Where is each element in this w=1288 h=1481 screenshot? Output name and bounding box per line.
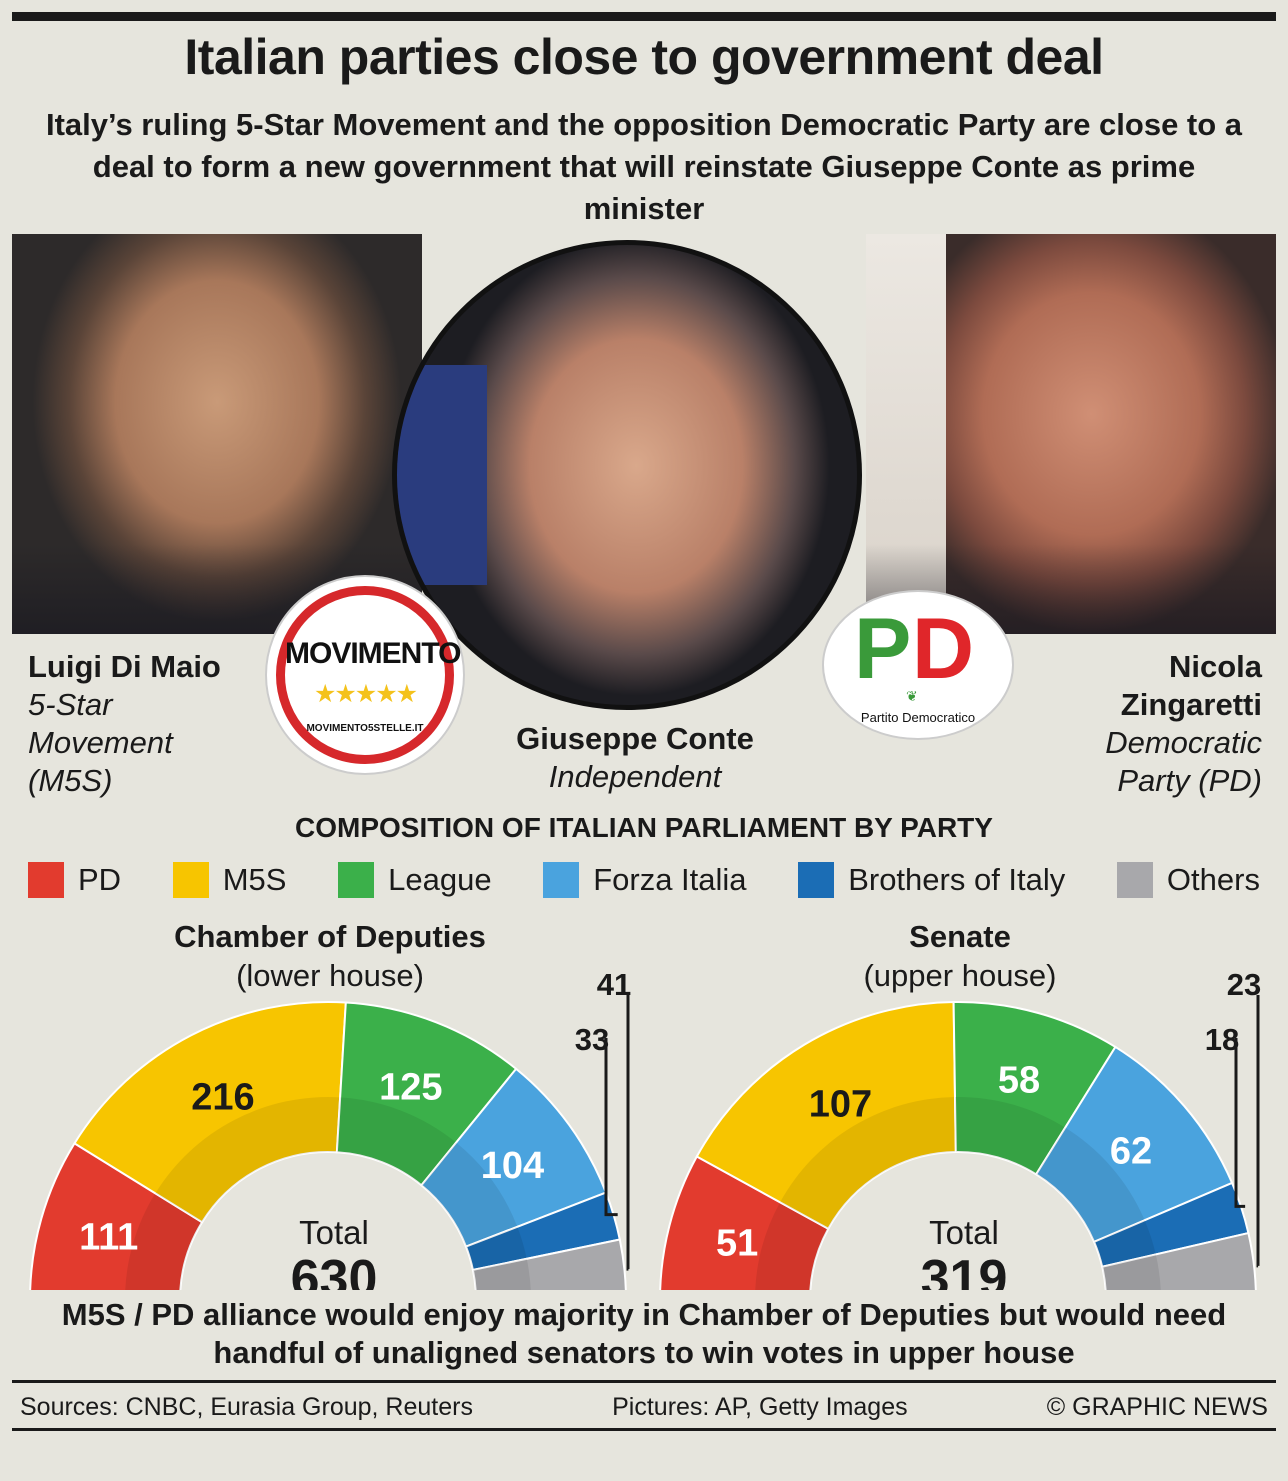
copyright-credit: © GRAPHIC NEWS xyxy=(1046,1392,1268,1421)
conclusion: M5S / PD alliance would enjoy majority i… xyxy=(61,1297,1227,1370)
outside-label: 33 xyxy=(575,1022,609,1057)
segment-m5s xyxy=(695,1001,957,1231)
legend-swatch xyxy=(543,862,580,898)
caption-zingaretti: Nicola Zingaretti Democratic Party (PD) xyxy=(1105,648,1262,800)
person-party: Party (PD) xyxy=(1117,763,1262,798)
segment-label: 111 xyxy=(79,1217,138,1259)
footer: Sources: CNBC, Eurasia Group, Reuters Pi… xyxy=(20,1387,1268,1427)
person-party: Movement xyxy=(28,725,173,760)
segment-label: 125 xyxy=(379,1067,442,1109)
headline: Italian parties close to government deal xyxy=(184,29,1104,85)
total-value: 319 xyxy=(921,1250,1008,1290)
legend-item-league: League xyxy=(338,862,492,898)
segment-label: 51 xyxy=(716,1222,758,1264)
person-name: Zingaretti xyxy=(1120,687,1262,722)
chamber-note: (lower house) xyxy=(236,958,424,993)
senate-title: Senate (upper house) xyxy=(750,918,1170,996)
segment-shade xyxy=(125,1193,203,1290)
bottom-rule xyxy=(12,1428,1276,1431)
segment-m5s xyxy=(73,1001,347,1224)
chamber-name: Chamber of Deputies xyxy=(174,919,486,954)
segment-label: 107 xyxy=(809,1084,872,1126)
legend-item-forza-italia: Forza Italia xyxy=(543,862,747,898)
legend-item-pd: PD xyxy=(28,862,121,898)
photo-luigi-di-maio xyxy=(12,234,422,634)
segment-others xyxy=(471,1238,627,1290)
person-party: 5-Star xyxy=(28,687,113,722)
caption-di-maio: Luigi Di Maio 5-Star Movement (M5S) xyxy=(28,648,221,800)
legend-item-others: Others xyxy=(1116,862,1260,898)
outside-label: 41 xyxy=(597,967,631,1002)
senate-name: Senate xyxy=(909,919,1011,954)
photo-nicola-zingaretti xyxy=(866,234,1276,634)
total-label: Total xyxy=(929,1214,999,1251)
outside-label: 23 xyxy=(1227,967,1261,1002)
footer-rule xyxy=(12,1380,1276,1383)
person-name: Luigi Di Maio xyxy=(28,649,221,684)
photo-band xyxy=(12,234,1276,634)
segment-shade xyxy=(466,1226,527,1270)
legend-swatch xyxy=(28,862,64,898)
legend-item-m5s: M5S xyxy=(172,862,286,898)
segment-shade xyxy=(780,1097,956,1229)
legend-swatch xyxy=(172,862,209,898)
segment-shade xyxy=(421,1142,518,1247)
segment-shade xyxy=(1094,1220,1156,1267)
segment-shade xyxy=(1036,1127,1145,1242)
segment-label: 104 xyxy=(481,1145,544,1187)
legend: PD M5S League Forza Italia Brothers of I… xyxy=(28,860,1260,900)
segment-label: 216 xyxy=(191,1077,254,1119)
chamber-title: Chamber of Deputies (lower house) xyxy=(120,918,540,996)
pictures-credit: Pictures: AP, Getty Images xyxy=(612,1392,908,1421)
person-name: Giuseppe Conte xyxy=(516,721,754,756)
sources-credit: Sources: CNBC, Eurasia Group, Reuters xyxy=(20,1392,473,1421)
photo-giuseppe-conte xyxy=(392,240,862,710)
segment-shade xyxy=(336,1097,457,1186)
leader-line xyxy=(604,1038,618,1217)
chart-title: COMPOSITION OF ITALIAN PARLIAMENT BY PAR… xyxy=(295,812,993,843)
top-rule xyxy=(12,12,1276,21)
segment-label: 58 xyxy=(998,1059,1040,1101)
segment-shade xyxy=(472,1258,531,1290)
segment-label: 62 xyxy=(1110,1131,1152,1173)
segment-shade xyxy=(1102,1254,1161,1290)
pd-logo: P D ❦ Partito Democratico xyxy=(822,590,1014,740)
person-party: (M5S) xyxy=(28,763,113,798)
m5s-logo: MOVIMENTO ★★★★★ MOVIMENTO5STELLE.IT xyxy=(265,575,465,775)
segment-shade xyxy=(755,1202,829,1290)
caption-conte: Giuseppe Conte Independent xyxy=(470,720,800,796)
leader-line xyxy=(1234,1038,1246,1208)
senate-note: (upper house) xyxy=(863,958,1057,993)
legend-item-brothers-of-italy: Brothers of Italy xyxy=(798,862,1065,898)
segment-shade xyxy=(155,1097,341,1223)
legend-swatch xyxy=(338,862,375,898)
subtitle: Italy’s ruling 5-Star Movement and the o… xyxy=(45,107,1243,226)
person-party: Independent xyxy=(548,759,722,794)
segment-others xyxy=(1101,1231,1257,1290)
segment-shade xyxy=(955,1097,1066,1175)
total-label: Total xyxy=(299,1214,369,1251)
outside-label: 18 xyxy=(1205,1022,1239,1057)
person-name: Nicola xyxy=(1168,649,1262,684)
person-party: Democratic xyxy=(1105,725,1262,760)
legend-swatch xyxy=(1116,862,1153,898)
total-value: 630 xyxy=(291,1250,378,1290)
legend-swatch xyxy=(798,862,835,898)
